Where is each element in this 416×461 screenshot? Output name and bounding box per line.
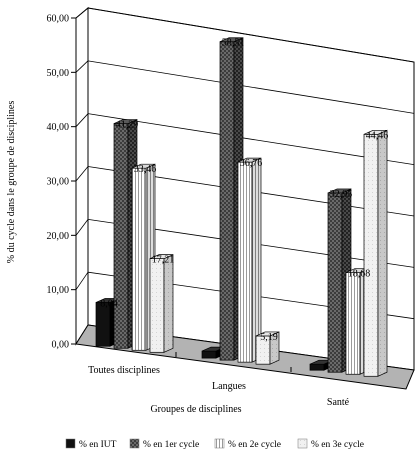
bar-front: [149, 258, 165, 353]
data-label: 36,76: [240, 158, 263, 169]
legend-swatch: [297, 438, 308, 449]
y-axis: 0,00 10,00 20,00 30,00 40,00 50,00 60,00: [47, 14, 77, 351]
legend-label: % en 1er cycle: [143, 440, 199, 450]
bar-side: [163, 254, 174, 353]
bar-front: [309, 363, 325, 371]
bar-top: [363, 129, 388, 135]
bar-front: [327, 192, 343, 373]
data-label: 8,04: [100, 298, 118, 309]
y-tick-label: 10,00: [47, 285, 70, 296]
bar-front: [201, 350, 217, 359]
bars: [95, 37, 388, 377]
bar-top: [255, 331, 280, 337]
x-tick-label: Langues: [212, 381, 246, 392]
bar-front: [113, 123, 129, 349]
y-tick-label: 40,00: [47, 122, 70, 133]
legend-swatch: [214, 438, 225, 449]
y-tick-label: 30,00: [47, 177, 70, 188]
x-axis: Toutes disciplines Langues Santé: [88, 352, 350, 408]
gridline-side: [75, 271, 89, 290]
gridline-side: [75, 60, 89, 73]
data-label: 5,19: [260, 332, 278, 343]
y-tick-label: 50,00: [47, 68, 70, 79]
gridline-side: [75, 219, 89, 236]
data-labels: 8,04 41,29 33,46 17,21 58,51 36,76 5,19 32,95 18…: [100, 38, 388, 343]
legend: % en IUT % en 1er cycle % en 2e cycle % en …: [65, 438, 364, 450]
side-wall: [75, 6, 89, 346]
data-label: 41,29: [116, 120, 139, 131]
gridline-back: [87, 7, 415, 63]
legend-swatch: [65, 438, 76, 449]
data-label: 58,51: [222, 38, 245, 49]
y-tick-label: 0,00: [52, 340, 70, 351]
data-label: 18,68: [348, 269, 371, 280]
legend-label: % en 2e cycle: [228, 440, 281, 450]
bar-front: [345, 272, 361, 375]
x-tick-label: Toutes disciplines: [88, 365, 160, 376]
gridline-side: [75, 166, 89, 182]
bar-top: [327, 188, 352, 194]
bar-side: [377, 129, 388, 377]
data-label: 33,46: [134, 164, 157, 175]
bar-top: [149, 254, 174, 259]
bar-front: [363, 133, 379, 377]
bar-top: [219, 37, 244, 43]
bar-front: [237, 161, 253, 363]
gridline-side: [75, 113, 89, 127]
data-label: 44,46: [366, 130, 389, 141]
gridline-back: [87, 60, 415, 114]
x-tick-label: Santé: [327, 397, 350, 408]
gridline-side: [75, 7, 89, 19]
bar-top: [113, 119, 138, 124]
gridline-back: [87, 113, 415, 166]
bar-front: [219, 41, 235, 361]
bar-front: [131, 167, 147, 351]
y-tick-label: 20,00: [47, 231, 70, 242]
legend-label: % en IUT: [79, 440, 117, 450]
data-label: 17,21: [152, 255, 175, 266]
data-label: 32,95: [330, 189, 353, 200]
legend-label: % en 3e cycle: [311, 440, 364, 450]
y-tick-label: 60,00: [47, 14, 70, 25]
legend-swatch: [129, 438, 140, 449]
bar-top: [237, 157, 262, 163]
y-axis-title: % du cycle dans le groupe de disciplines: [6, 101, 17, 264]
x-axis-title: Groupes de disciplines: [150, 404, 241, 415]
bar-top: [131, 163, 156, 169]
